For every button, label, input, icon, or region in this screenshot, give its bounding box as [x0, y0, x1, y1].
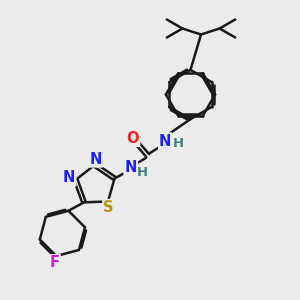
Text: N: N [159, 134, 172, 148]
Text: H: H [172, 137, 184, 150]
Text: S: S [103, 200, 114, 215]
Text: H: H [137, 166, 148, 179]
Text: F: F [50, 255, 60, 270]
Text: N: N [90, 152, 102, 166]
Text: N: N [124, 160, 137, 175]
Text: O: O [127, 131, 139, 146]
Text: N: N [63, 170, 75, 185]
